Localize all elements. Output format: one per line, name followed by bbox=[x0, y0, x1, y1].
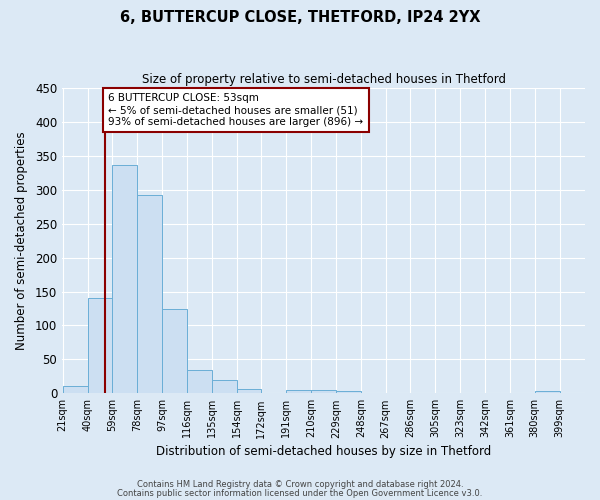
Bar bbox=[311, 390, 336, 394]
Title: Size of property relative to semi-detached houses in Thetford: Size of property relative to semi-detach… bbox=[142, 72, 506, 86]
Text: 6, BUTTERCUP CLOSE, THETFORD, IP24 2YX: 6, BUTTERCUP CLOSE, THETFORD, IP24 2YX bbox=[120, 10, 480, 25]
Bar bbox=[535, 390, 560, 394]
Text: 6 BUTTERCUP CLOSE: 53sqm
← 5% of semi-detached houses are smaller (51)
93% of se: 6 BUTTERCUP CLOSE: 53sqm ← 5% of semi-de… bbox=[109, 94, 364, 126]
Bar bbox=[63, 386, 88, 394]
Bar bbox=[336, 390, 361, 394]
Bar bbox=[286, 390, 311, 394]
Bar bbox=[236, 388, 262, 394]
Bar bbox=[137, 194, 162, 394]
Text: Contains HM Land Registry data © Crown copyright and database right 2024.: Contains HM Land Registry data © Crown c… bbox=[137, 480, 463, 489]
Bar bbox=[212, 380, 236, 394]
Bar bbox=[112, 166, 137, 394]
Bar bbox=[187, 370, 212, 394]
Bar bbox=[88, 298, 112, 394]
Text: Contains public sector information licensed under the Open Government Licence v3: Contains public sector information licen… bbox=[118, 488, 482, 498]
X-axis label: Distribution of semi-detached houses by size in Thetford: Distribution of semi-detached houses by … bbox=[156, 444, 491, 458]
Bar bbox=[162, 309, 187, 394]
Y-axis label: Number of semi-detached properties: Number of semi-detached properties bbox=[15, 132, 28, 350]
